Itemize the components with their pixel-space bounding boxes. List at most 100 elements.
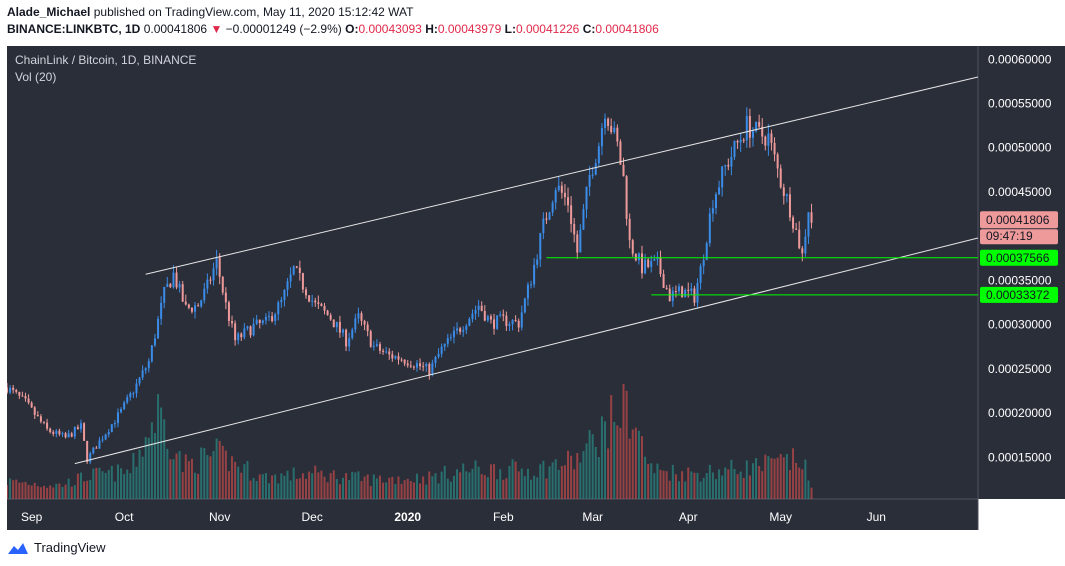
volume-bar bbox=[150, 422, 153, 499]
plot-area[interactable] bbox=[7, 46, 978, 499]
volume-bar bbox=[795, 462, 798, 499]
candle-body bbox=[55, 430, 58, 434]
volume-bar bbox=[480, 474, 483, 499]
volume-bar bbox=[113, 481, 116, 499]
volume-bar bbox=[403, 480, 406, 499]
candle-body bbox=[471, 313, 474, 320]
candle-body bbox=[792, 217, 795, 229]
volume-bar bbox=[147, 437, 150, 499]
candle-body bbox=[412, 366, 415, 368]
legend-title: ChainLink / Bitcoin, 1D, BINANCE bbox=[15, 53, 196, 67]
volume-bar bbox=[579, 462, 582, 499]
volume-bar bbox=[92, 468, 95, 499]
candle-body bbox=[15, 390, 18, 392]
volume-bar bbox=[440, 471, 443, 499]
candle-body bbox=[107, 432, 110, 435]
candle-body bbox=[422, 366, 425, 368]
volume-bar bbox=[345, 473, 348, 499]
volume-bar bbox=[486, 477, 489, 499]
candle-body bbox=[101, 439, 104, 441]
volume-bar bbox=[70, 486, 73, 499]
volume-bar bbox=[397, 476, 400, 499]
volume-bar bbox=[619, 427, 622, 499]
price-tick-label: 0.00030000 bbox=[988, 318, 1052, 332]
candle-body bbox=[351, 329, 354, 339]
volume-bar bbox=[588, 430, 591, 499]
price-axis[interactable] bbox=[978, 46, 1065, 499]
candle-body bbox=[206, 279, 209, 289]
support-upper-price-label: 0.00037566 bbox=[986, 251, 1050, 265]
volume-bar bbox=[135, 466, 138, 499]
volume-bar bbox=[61, 486, 64, 499]
candle-body bbox=[231, 321, 234, 324]
candle-body bbox=[249, 326, 252, 336]
candle-body bbox=[785, 194, 788, 196]
candle-body bbox=[89, 453, 92, 462]
volume-bar bbox=[625, 390, 628, 499]
candle-body bbox=[788, 194, 791, 218]
volume-bar bbox=[721, 475, 724, 499]
candle-body bbox=[110, 424, 113, 433]
volume-bar bbox=[388, 477, 391, 499]
volume-bar bbox=[520, 468, 523, 499]
publish-line: Alade_Michael published on TradingView.c… bbox=[7, 5, 413, 19]
candle-body bbox=[175, 272, 178, 288]
time-axis[interactable] bbox=[7, 499, 978, 530]
tradingview-logo[interactable]: TradingView bbox=[7, 540, 106, 555]
symbol-label[interactable]: BINANCE:LINKBTC, 1D bbox=[7, 22, 141, 36]
candle-body bbox=[194, 305, 197, 312]
volume-bar bbox=[647, 463, 650, 499]
candle-body bbox=[24, 396, 27, 399]
volume-bar bbox=[505, 478, 508, 499]
candle-body bbox=[526, 284, 529, 299]
volume-bar bbox=[702, 477, 705, 499]
candle-body bbox=[508, 324, 511, 326]
candle-body bbox=[539, 233, 542, 260]
volume-bar bbox=[782, 457, 785, 499]
candle-body bbox=[221, 276, 224, 293]
candle-body bbox=[610, 126, 613, 133]
volume-bar bbox=[86, 480, 89, 499]
close-value: 0.00041806 bbox=[595, 22, 659, 36]
volume-bar bbox=[76, 473, 79, 499]
volume-bar bbox=[714, 479, 717, 499]
author-name[interactable]: Alade_Michael bbox=[7, 5, 91, 19]
candle-body bbox=[499, 314, 502, 316]
volume-bar bbox=[206, 455, 209, 499]
candle-body bbox=[157, 318, 160, 339]
candle-body bbox=[718, 187, 721, 195]
candle-body bbox=[530, 284, 533, 286]
candle-body bbox=[120, 409, 123, 413]
candle-body bbox=[600, 128, 603, 147]
candle-body bbox=[551, 202, 554, 213]
volume-bar bbox=[637, 430, 640, 499]
volume-bar bbox=[711, 472, 714, 499]
price-chart[interactable]: 0.00015000 0.00020000 0.00025000 0.00030000… bbox=[7, 46, 1065, 530]
candle-body bbox=[36, 414, 39, 417]
volume-bar bbox=[687, 467, 690, 499]
time-tick-label: Jun bbox=[867, 510, 886, 524]
brand-name: TradingView bbox=[34, 540, 106, 555]
volume-bar bbox=[736, 474, 739, 499]
volume-bar bbox=[305, 478, 308, 499]
volume-bar bbox=[677, 481, 680, 499]
price-tick-label: 0.00060000 bbox=[988, 52, 1052, 66]
volume-bar bbox=[761, 471, 764, 499]
volume-bar bbox=[79, 472, 82, 499]
candle-body bbox=[403, 359, 406, 364]
volume-bar bbox=[249, 480, 252, 499]
volume-bar bbox=[412, 482, 415, 499]
volume-bar bbox=[499, 469, 502, 499]
volume-bar bbox=[668, 480, 671, 499]
volume-bar bbox=[536, 477, 539, 499]
chart-header: Alade_Michael published on TradingView.c… bbox=[0, 0, 1065, 40]
volume-bar bbox=[391, 476, 394, 499]
candle-body bbox=[317, 302, 320, 304]
volume-bar bbox=[422, 476, 425, 499]
volume-bar bbox=[471, 468, 474, 499]
candle-body bbox=[129, 393, 132, 398]
candle-body bbox=[375, 344, 378, 346]
volume-bar bbox=[425, 484, 428, 499]
volume-bar bbox=[46, 487, 49, 499]
volume-bar bbox=[644, 456, 647, 499]
